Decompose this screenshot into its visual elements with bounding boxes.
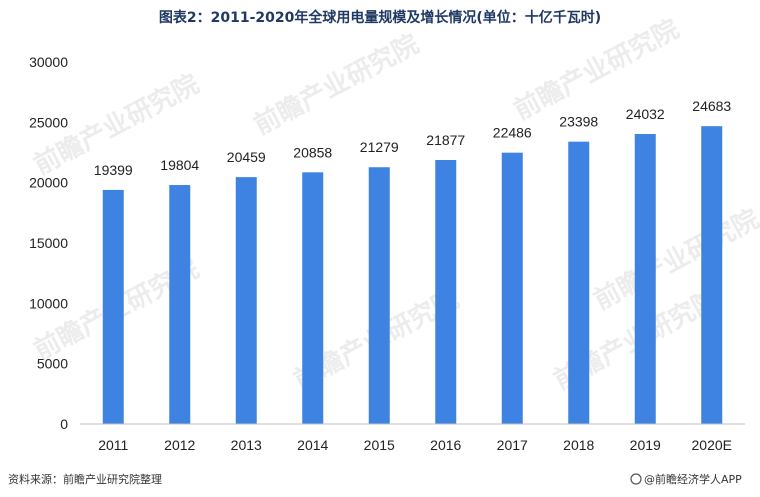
bar xyxy=(501,152,523,424)
y-axis: 0 5000 10000 15000 20000 25000 30000 xyxy=(29,54,68,432)
bar xyxy=(302,172,324,424)
data-label: 22486 xyxy=(493,125,532,141)
data-label: 21877 xyxy=(426,132,465,148)
x-tick-label: 2020E xyxy=(692,437,732,453)
x-tick-label: 2016 xyxy=(430,437,461,453)
chart-title: 图表2：2011-2020年全球用电量规模及增长情况(单位：十亿千瓦时) xyxy=(159,9,601,26)
bar xyxy=(435,160,457,425)
x-tick-label: 2015 xyxy=(364,437,395,453)
data-labels: 19399 19804 20459 20858 21279 21877 22486 23398… xyxy=(94,98,732,178)
bar xyxy=(368,167,390,424)
data-label: 24032 xyxy=(626,106,665,122)
bars xyxy=(102,126,723,425)
y-tick-label: 0 xyxy=(60,416,68,432)
bar xyxy=(701,126,723,424)
y-tick-label: 15000 xyxy=(29,235,68,251)
y-tick-label: 30000 xyxy=(29,54,68,70)
brand-name: @前瞻经济学人APP xyxy=(644,472,742,486)
data-label: 23398 xyxy=(559,114,598,130)
x-tick-label: 2019 xyxy=(630,437,661,453)
x-tick-label: 2011 xyxy=(98,437,128,453)
x-axis: 2011 2012 2013 2014 2015 2016 2017 2018 2019 2020… xyxy=(98,437,732,453)
data-label: 19399 xyxy=(94,162,133,178)
data-label: 20459 xyxy=(227,149,266,165)
bar xyxy=(568,141,590,425)
brand-logo-icon xyxy=(630,473,642,485)
source-note: 资料来源：前瞻产业研究院整理 xyxy=(8,472,162,486)
watermark-text: 前瞻产业研究院 xyxy=(249,28,424,141)
data-label: 19804 xyxy=(160,157,199,173)
y-tick-label: 25000 xyxy=(29,114,68,130)
y-tick-label: 5000 xyxy=(37,356,68,372)
x-tick-label: 2012 xyxy=(164,437,195,453)
x-tick-label: 2018 xyxy=(563,437,594,453)
bar xyxy=(235,177,257,424)
x-tick-label: 2017 xyxy=(497,437,528,453)
y-tick-label: 10000 xyxy=(29,295,68,311)
bar xyxy=(169,185,191,424)
data-label: 21279 xyxy=(360,139,399,155)
bar xyxy=(102,189,124,424)
watermark-text: 前瞻产业研究院 xyxy=(589,203,760,316)
x-tick-label: 2013 xyxy=(231,437,262,453)
bar xyxy=(634,134,656,425)
data-label: 20858 xyxy=(293,144,332,160)
y-tick-label: 20000 xyxy=(29,175,68,191)
x-tick-label: 2014 xyxy=(297,437,328,453)
brand-mark: @前瞻经济学人APP xyxy=(630,472,742,486)
data-label: 24683 xyxy=(692,98,731,114)
